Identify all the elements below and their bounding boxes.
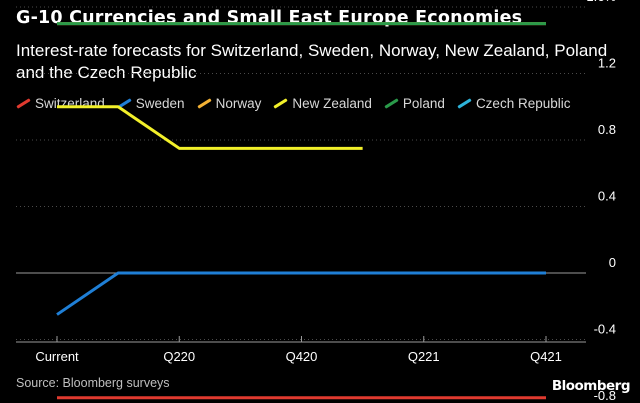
- legend-item: Sweden: [117, 96, 185, 111]
- x-tick-label: Current: [35, 349, 79, 364]
- bloomberg-logo: Bloomberg: [551, 378, 631, 394]
- legend-label: Czech Republic: [475, 95, 571, 111]
- legend-item: Poland: [384, 96, 445, 111]
- x-tick-label: Q420: [286, 349, 318, 364]
- y-tick-label: 0.4: [598, 189, 616, 204]
- legend-item: New Zealand: [273, 96, 372, 111]
- source-note: Source: Bloomberg surveys: [16, 376, 170, 390]
- legend-label: Norway: [215, 95, 262, 111]
- y-tick-label: 0.8: [598, 122, 616, 137]
- series-line-new-zealand: [57, 105, 363, 150]
- y-tick-label: 1.6%: [586, 0, 616, 4]
- legend-label: Sweden: [135, 95, 185, 111]
- legend-label: Poland: [402, 95, 445, 111]
- y-tick-label: 0: [609, 255, 616, 270]
- y-tick-label: -0.8: [594, 388, 616, 403]
- legend-label: New Zealand: [292, 95, 372, 111]
- x-tick-label: Q221: [408, 349, 440, 364]
- legend-item: Czech Republic: [457, 95, 571, 111]
- chart-subtitle: Interest-rate forecasts for Switzerland,…: [16, 41, 608, 82]
- legend: Switzerland Sweden Norway New Zealand Poland…: [16, 94, 582, 112]
- y-tick-label: 1.2: [598, 56, 616, 71]
- x-tick-label: Q220: [163, 349, 195, 364]
- x-tick-label: Q421: [530, 349, 562, 364]
- y-tick-label: -0.4: [594, 322, 616, 337]
- series-line-sweden: [56, 271, 546, 316]
- legend-item: Norway: [196, 95, 262, 111]
